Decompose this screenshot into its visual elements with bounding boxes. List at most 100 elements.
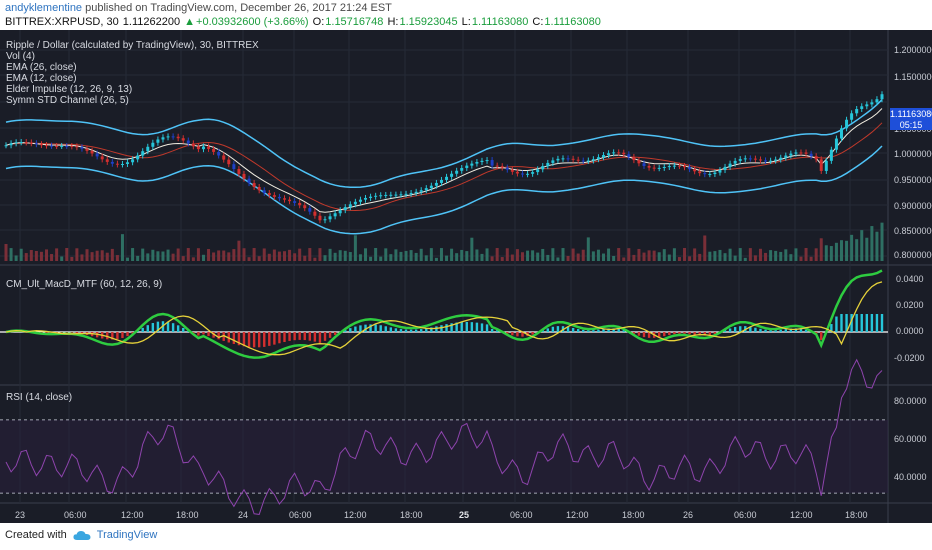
legend-ema12[interactable]: EMA (12, close): [6, 73, 77, 84]
macd-histogram-bar: [409, 329, 413, 332]
candle-body: [566, 158, 570, 160]
candle-body: [237, 169, 241, 174]
candle-body: [394, 194, 398, 196]
macd-histogram-bar: [658, 332, 661, 338]
volume-bar: [282, 251, 286, 261]
tradingview-link[interactable]: TradingView: [96, 529, 158, 541]
candle-body: [505, 167, 509, 170]
macd-pane-legend[interactable]: CM_Ult_MacD_MTF (60, 12, 26, 9): [6, 279, 162, 290]
candle-body: [439, 179, 443, 183]
macd-histogram-bar: [506, 332, 509, 334]
candle-body: [29, 142, 33, 144]
macd-histogram-bar: [318, 332, 322, 343]
volume-bar: [804, 248, 808, 261]
candle-body: [389, 194, 393, 196]
volume-bar: [880, 222, 884, 261]
candle-body: [779, 157, 783, 160]
macd-histogram-bar: [784, 329, 787, 332]
volume-bar: [703, 235, 707, 261]
candle-body: [313, 211, 317, 216]
time-axis-label: 06:00: [734, 510, 757, 520]
volume-bar: [424, 255, 428, 261]
footer: Created with TradingView: [5, 529, 157, 541]
volume-bar: [551, 248, 555, 261]
macd-histogram-bar: [582, 329, 585, 332]
volume-bar: [252, 248, 256, 261]
volume-bar: [586, 237, 590, 261]
volume-bar: [596, 249, 600, 261]
candle-body: [424, 188, 428, 191]
candle-body: [9, 143, 13, 146]
candle-body: [662, 166, 666, 168]
legend-ema26[interactable]: EMA (26, close): [6, 62, 77, 73]
chart-canvas[interactable]: [0, 30, 932, 523]
candle-body: [510, 169, 514, 172]
chart-area[interactable]: Ripple / Dollar (calculated by TradingVi…: [0, 30, 932, 523]
macd-histogram-bar: [293, 332, 296, 341]
candle-body: [141, 151, 145, 156]
macd-histogram-bar: [622, 330, 625, 332]
legend-std-channel[interactable]: Symm STD Channel (26, 5): [6, 95, 129, 106]
volume-bar: [9, 248, 13, 261]
candle-body: [764, 160, 768, 162]
time-axis-label: 25: [459, 510, 470, 520]
volume-bar: [389, 254, 393, 261]
candle-body: [161, 137, 165, 140]
volume-bar: [667, 254, 671, 261]
candle-body: [201, 146, 205, 150]
candle-body: [288, 199, 292, 202]
macd-histogram-bar: [668, 332, 671, 336]
volume-bar: [455, 253, 459, 261]
candle-body: [232, 164, 236, 170]
volume-bar: [642, 252, 646, 261]
volume-bar: [748, 248, 752, 261]
candle-body: [126, 162, 130, 165]
macd-histogram-bar: [171, 323, 175, 332]
volume-bar: [743, 257, 747, 261]
volume-bar: [718, 249, 722, 261]
publish-line: andyklementine published on TradingView.…: [5, 2, 392, 14]
candle-body: [80, 147, 84, 149]
legend-macd[interactable]: CM_Ult_MacD_MTF (60, 12, 26, 9): [6, 279, 163, 290]
candle-body: [293, 201, 297, 203]
volume-bar: [490, 256, 494, 261]
volume-bar: [617, 248, 621, 261]
macd-histogram-bar: [257, 332, 261, 348]
volume-bar: [131, 248, 135, 261]
macd-histogram-bar: [845, 314, 848, 332]
macd-histogram-bar: [425, 328, 428, 332]
volume-bar: [753, 255, 757, 261]
legend-volume[interactable]: Vol (4): [6, 51, 35, 62]
time-axis-label: 18:00: [845, 510, 868, 520]
candle-body: [774, 159, 778, 161]
macd-histogram-bar: [227, 332, 230, 343]
candle-body: [34, 143, 38, 145]
macd-histogram-bar: [146, 325, 149, 332]
volume-bar: [353, 235, 357, 261]
macd-histogram-bar: [333, 332, 337, 336]
volume-bar: [850, 234, 854, 261]
candle-body: [718, 170, 722, 173]
macd-histogram-bar: [541, 330, 544, 332]
author-link[interactable]: andyklementine: [5, 2, 83, 14]
candle-body: [343, 207, 347, 211]
candle-body: [607, 153, 611, 156]
macd-histogram-bar: [156, 321, 160, 332]
volume-bar: [536, 252, 540, 261]
legend-rsi[interactable]: RSI (14, close): [6, 392, 73, 403]
volume-bar: [546, 254, 550, 261]
macd-histogram-bar: [516, 332, 519, 337]
candle-body: [105, 159, 109, 162]
candle-body: [65, 145, 69, 147]
legend-symbol[interactable]: Ripple / Dollar (calculated by TradingVi…: [6, 40, 259, 51]
candle-body: [222, 155, 226, 160]
volume-bar: [475, 249, 479, 261]
rsi-pane-legend[interactable]: RSI (14, close): [6, 392, 72, 403]
macd-histogram-bar: [754, 327, 757, 332]
volume-bar: [267, 253, 271, 261]
candle-body: [207, 146, 211, 149]
candle-body: [171, 136, 175, 138]
macd-histogram-bar: [455, 322, 458, 332]
candle-body: [536, 169, 540, 173]
legend-elder-impulse[interactable]: Elder Impulse (12, 26, 9, 13): [6, 84, 133, 95]
